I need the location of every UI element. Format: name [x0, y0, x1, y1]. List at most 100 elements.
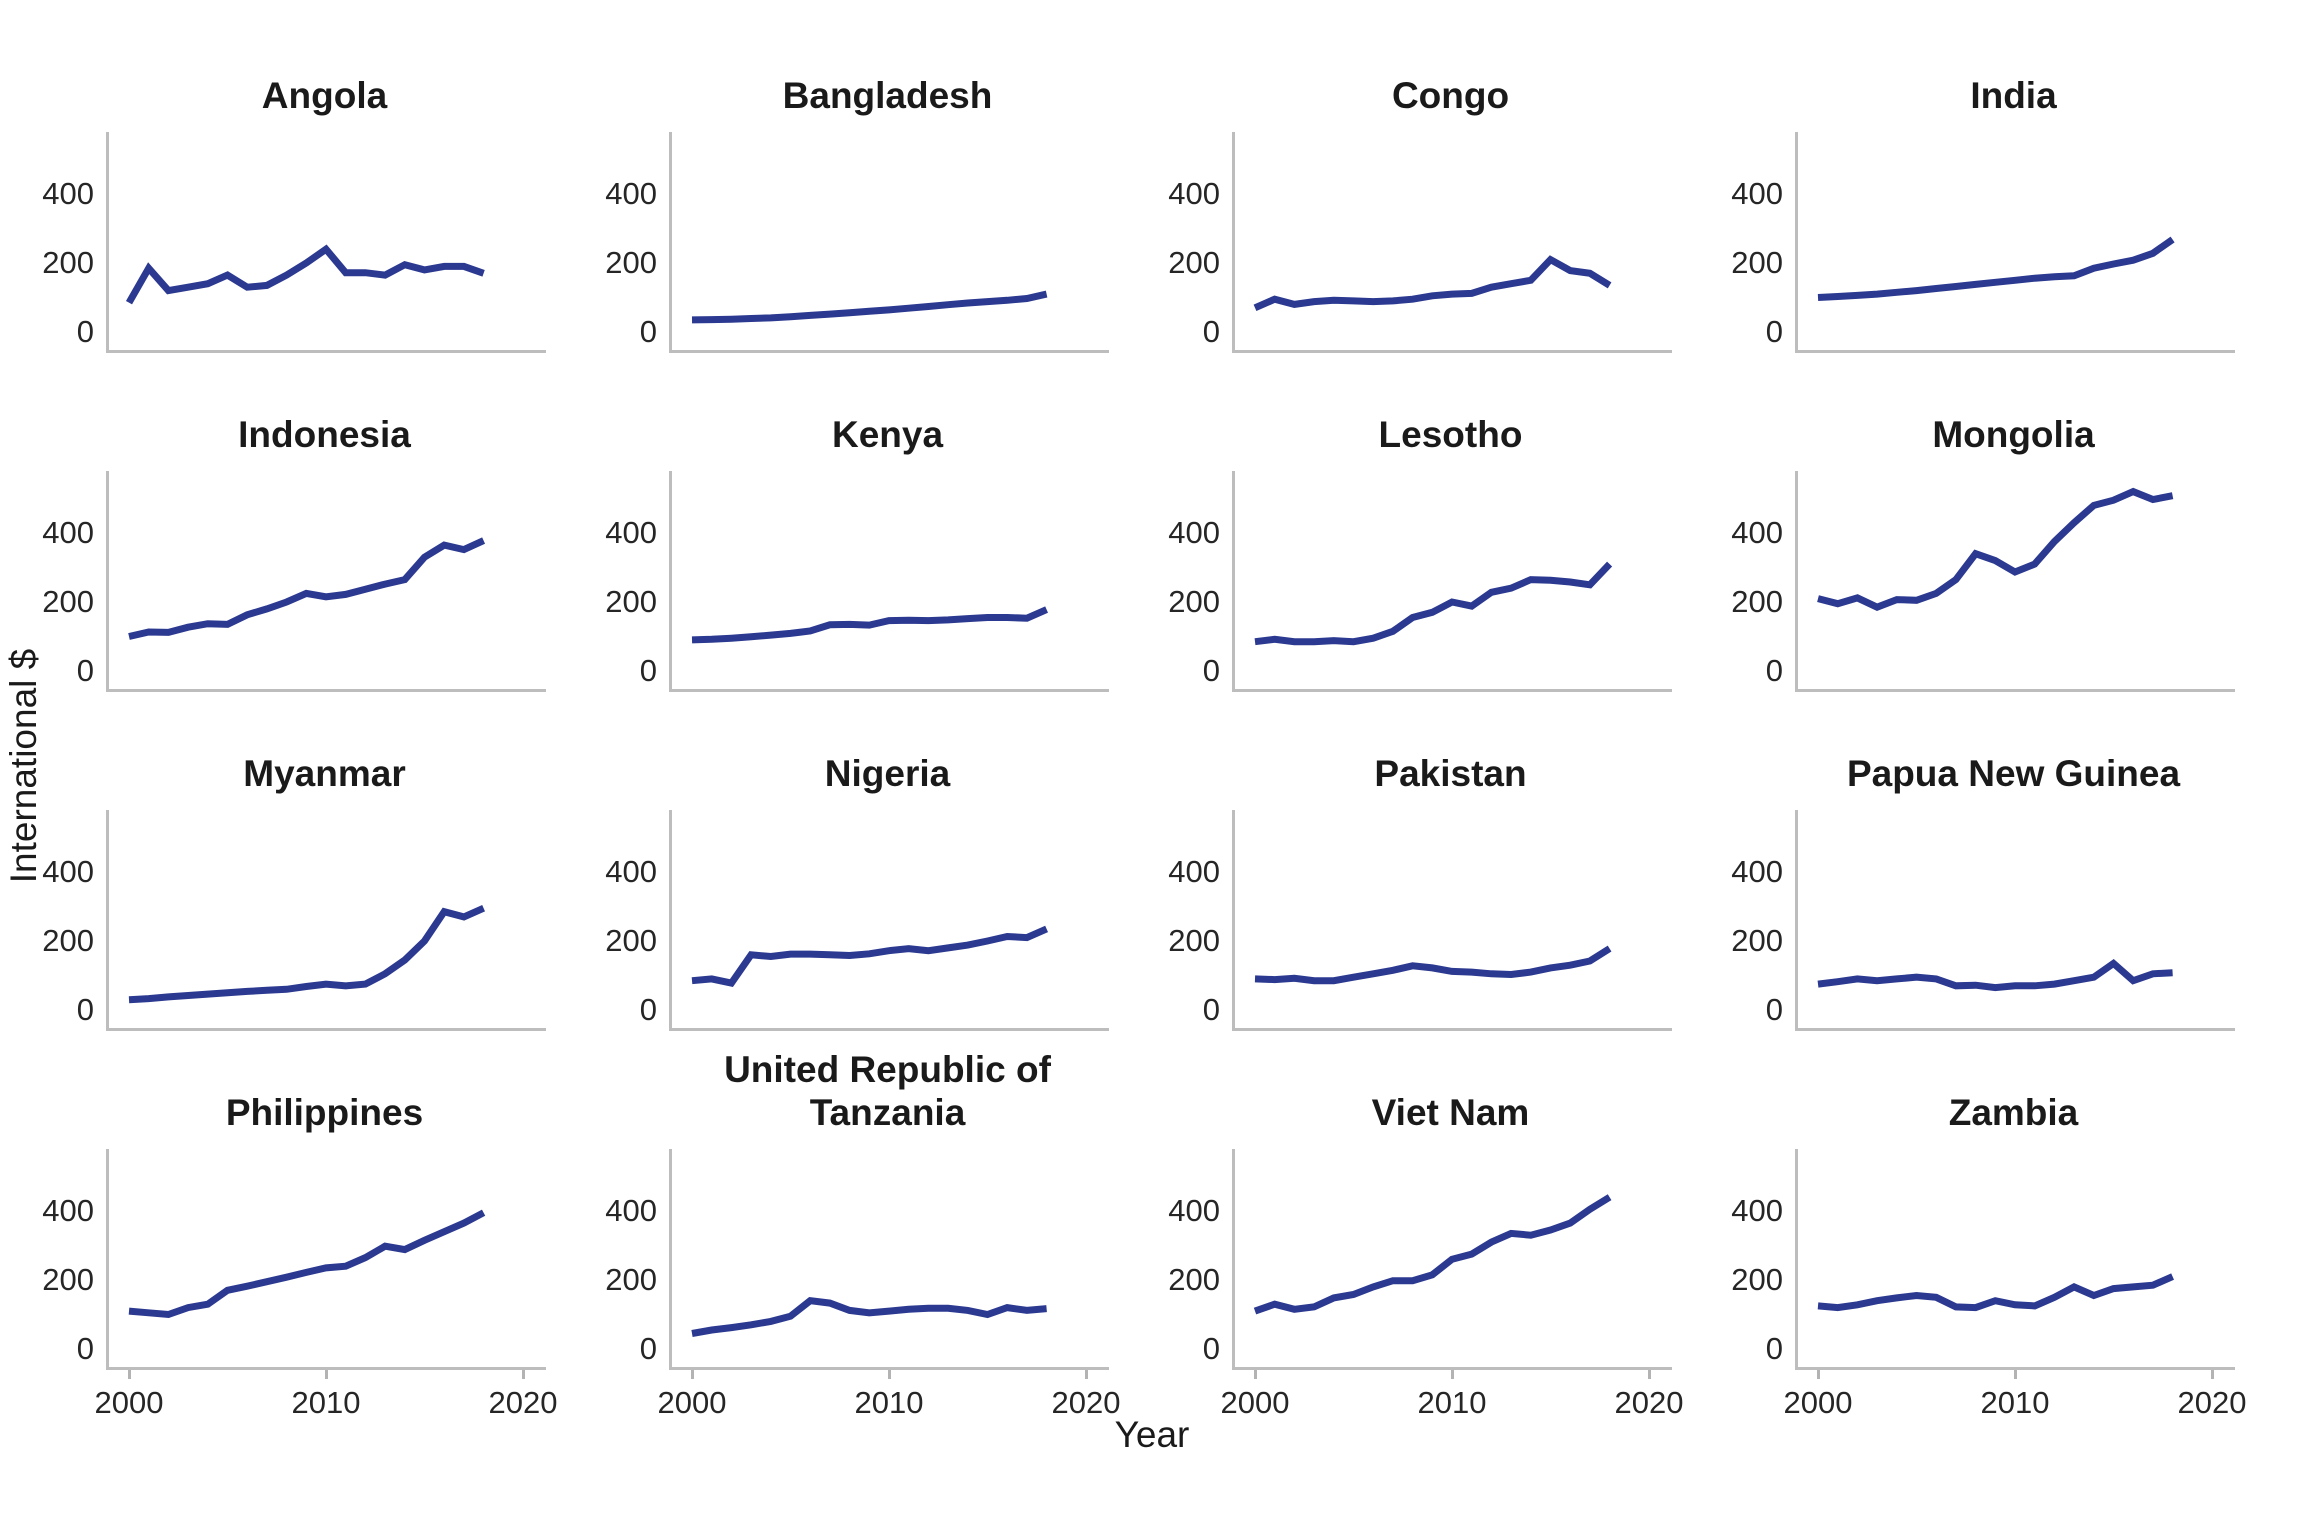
- x-axis-label: Year: [1114, 1414, 1190, 1455]
- line-chart: [1817, 1273, 2175, 1312]
- y-tick-label: 200: [42, 1262, 94, 1297]
- y-tick-label: 400: [1731, 1193, 1783, 1228]
- plot-area: 2000 2010 2020: [1784, 1149, 2246, 1420]
- x-tick-mark: [1085, 1370, 1088, 1379]
- x-tick-mark: [325, 1370, 328, 1379]
- x-tick-mark: [1451, 1370, 1454, 1379]
- x-tick-label: 2020: [1614, 1385, 1684, 1420]
- subplot: Myanmar 0 200 400: [40, 726, 546, 1031]
- plot-area: 2000 2010 2020: [1221, 1149, 1683, 1420]
- subplot-title: Bangladesh: [782, 75, 993, 117]
- subplot: Mongolia 0 200 400: [1729, 387, 2235, 692]
- y-tick-label: 200: [42, 584, 94, 619]
- y-axis-ticks: 0 200 400: [1166, 471, 1232, 689]
- data-line: [125, 244, 485, 305]
- plot-area: [106, 810, 546, 1031]
- y-axis-ticks: 0 200 400: [1729, 132, 1795, 350]
- x-tick-label: 2000: [1220, 1385, 1290, 1420]
- plot-row: 0 200 400: [40, 132, 546, 353]
- y-axis-ticks: 0 200 400: [1166, 810, 1232, 1028]
- y-axis-ticks: 0 200 400: [1729, 810, 1795, 1028]
- x-tick-mark: [522, 1370, 525, 1379]
- data-line: [1254, 561, 1613, 646]
- y-tick-label: 200: [605, 923, 657, 958]
- y-axis-ticks: 0 200 400: [603, 810, 669, 1028]
- line-chart: [125, 244, 485, 305]
- plot-row: 0 200 400: [40, 810, 546, 1031]
- y-tick-label: 400: [605, 515, 657, 550]
- y-tick-label: 400: [1731, 854, 1783, 889]
- subplot-title: Congo: [1391, 75, 1510, 117]
- plot-row: 0 200 400: [1729, 810, 2235, 1031]
- subplot-title: Viet Nam: [1371, 1092, 1530, 1134]
- subplot: Viet Nam 0 200 400 2000 2010 2020: [1166, 1065, 1683, 1420]
- y-axis-ticks: 0 200 400: [40, 1149, 106, 1367]
- plot-row: 0 200 400: [40, 471, 546, 692]
- subplot-title: Nigeria: [824, 753, 951, 795]
- line-chart: [1817, 236, 2175, 301]
- y-tick-label: 0: [1202, 1331, 1220, 1366]
- y-tick-label: 200: [1168, 584, 1220, 619]
- x-tick-label: 2000: [657, 1385, 727, 1420]
- subplot: Congo 0 200 400: [1166, 48, 1672, 353]
- plot-row: 0 200 400 2000 2010 2020: [40, 1149, 557, 1420]
- line-chart: [128, 904, 486, 1004]
- y-tick-label: 200: [1731, 245, 1783, 280]
- plot-row: 0 200 400: [1729, 132, 2235, 353]
- y-axis-ticks: 0 200 400: [1729, 1149, 1795, 1367]
- plot-area: [1232, 810, 1672, 1031]
- y-tick-label: 0: [639, 653, 657, 688]
- data-line: [1253, 255, 1612, 312]
- y-tick-label: 400: [1168, 854, 1220, 889]
- subplot: United Republic of Tanzania 0 200 400 2000…: [603, 1049, 1120, 1420]
- line-chart: [128, 1209, 486, 1319]
- y-tick-label: 400: [605, 176, 657, 211]
- plot-area: [1232, 471, 1672, 692]
- y-axis-ticks: 0 200 400: [603, 132, 669, 350]
- y-tick-label: 200: [42, 245, 94, 280]
- subplot-title: Lesotho: [1378, 414, 1523, 456]
- y-tick-label: 0: [1765, 1331, 1783, 1366]
- x-tick-mark: [1817, 1370, 1820, 1379]
- subplot: Nigeria 0 200 400: [603, 726, 1109, 1031]
- x-tick-label: 2000: [1783, 1385, 1853, 1420]
- y-tick-label: 400: [1168, 176, 1220, 211]
- subplot-title: United Republic of Tanzania: [724, 1049, 1051, 1134]
- data-line: [1817, 958, 2173, 992]
- plot-area: [1795, 132, 2235, 353]
- line-chart: [1253, 255, 1612, 312]
- y-tick-label: 0: [76, 1331, 94, 1366]
- data-line: [691, 925, 1049, 988]
- y-axis-label: International $: [3, 648, 44, 884]
- plot-area: [1795, 810, 2235, 1031]
- data-line: [691, 290, 1048, 324]
- subplot: India 0 200 400: [1729, 48, 2235, 353]
- plot-row: 0 200 400: [603, 132, 1109, 353]
- subplot: Pakistan 0 200 400: [1166, 726, 1672, 1031]
- y-tick-label: 400: [605, 854, 657, 889]
- y-tick-label: 0: [76, 314, 94, 349]
- y-tick-label: 200: [1731, 584, 1783, 619]
- x-tick-label: 2020: [488, 1385, 558, 1420]
- y-tick-label: 200: [605, 245, 657, 280]
- plot-area: [106, 471, 546, 692]
- data-line: [1254, 945, 1612, 985]
- plot-area: [669, 810, 1109, 1031]
- line-chart: [1253, 1194, 1612, 1315]
- subplot: Kenya 0 200 400: [603, 387, 1109, 692]
- y-axis-ticks: 0 200 400: [603, 471, 669, 689]
- y-axis-ticks: 0 200 400: [1166, 1149, 1232, 1367]
- subplot-title: Angola: [261, 75, 388, 117]
- y-tick-label: 400: [42, 176, 94, 211]
- x-tick-label: 2000: [94, 1385, 164, 1420]
- data-line: [1817, 487, 2174, 612]
- x-tick-mark: [128, 1370, 131, 1379]
- subplot-title: Papua New Guinea: [1846, 753, 2181, 795]
- y-tick-label: 400: [42, 854, 94, 889]
- subplot-title: Kenya: [831, 414, 944, 456]
- line-chart: [1817, 487, 2174, 612]
- subplot: Philippines 0 200 400 2000 2010 2020: [40, 1065, 557, 1420]
- subplot-title: Myanmar: [243, 753, 406, 795]
- line-chart: [691, 290, 1048, 324]
- x-tick-mark: [888, 1370, 891, 1379]
